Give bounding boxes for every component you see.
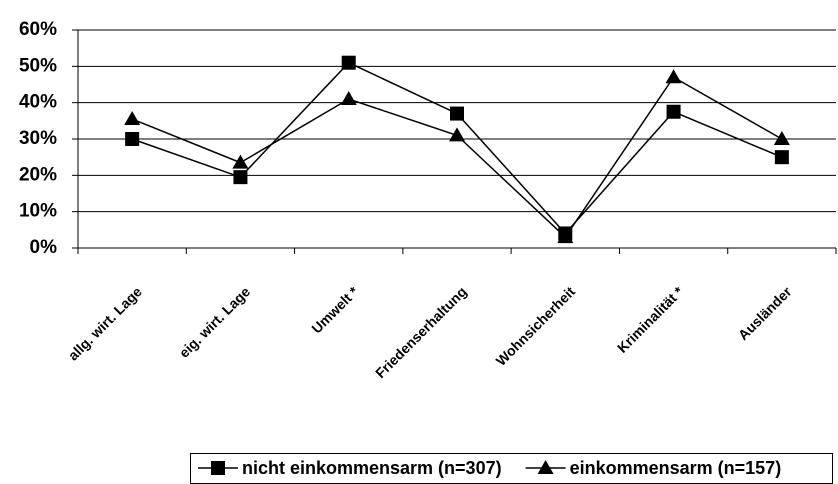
x-tick-label: Kriminalität * xyxy=(614,283,687,356)
data-point xyxy=(773,131,790,145)
x-tick-label: eig. wirt. Lage xyxy=(176,283,253,360)
x-tick-label: Friedenserhaltung xyxy=(372,283,470,381)
y-tick-label: 30% xyxy=(19,128,57,149)
series-line xyxy=(131,61,783,235)
x-tick-label: Ausländer xyxy=(735,283,795,343)
y-tick-label: 50% xyxy=(19,55,57,76)
x-tick-label: Umwelt * xyxy=(308,283,362,337)
legend-label: nicht einkommensarm (n=307) xyxy=(242,458,502,478)
y-tick-label: 40% xyxy=(19,92,57,113)
data-point xyxy=(124,111,141,126)
data-point xyxy=(666,104,681,119)
data-point xyxy=(449,127,465,142)
x-tick-label: Wohnsicherheit xyxy=(493,283,579,369)
legend-label: einkommensarm (n=157) xyxy=(570,458,782,478)
data-point xyxy=(774,150,789,165)
series-line xyxy=(131,76,783,239)
y-tick-label: 10% xyxy=(19,201,57,222)
data-point xyxy=(232,154,249,169)
data-point xyxy=(233,170,248,185)
data-point xyxy=(450,106,464,121)
x-tick-label: allg. wirt. Lage xyxy=(65,283,145,363)
legend-box xyxy=(190,453,833,484)
data-point xyxy=(341,55,356,70)
y-tick-label: 60% xyxy=(19,19,57,40)
data-point xyxy=(125,132,140,146)
y-tick-label: 0% xyxy=(30,237,58,258)
legend-marker xyxy=(537,460,554,474)
data-point xyxy=(665,69,682,84)
legend-marker xyxy=(211,461,225,475)
data-point xyxy=(557,229,574,244)
data-point xyxy=(340,91,357,106)
y-tick-label: 20% xyxy=(19,164,57,185)
